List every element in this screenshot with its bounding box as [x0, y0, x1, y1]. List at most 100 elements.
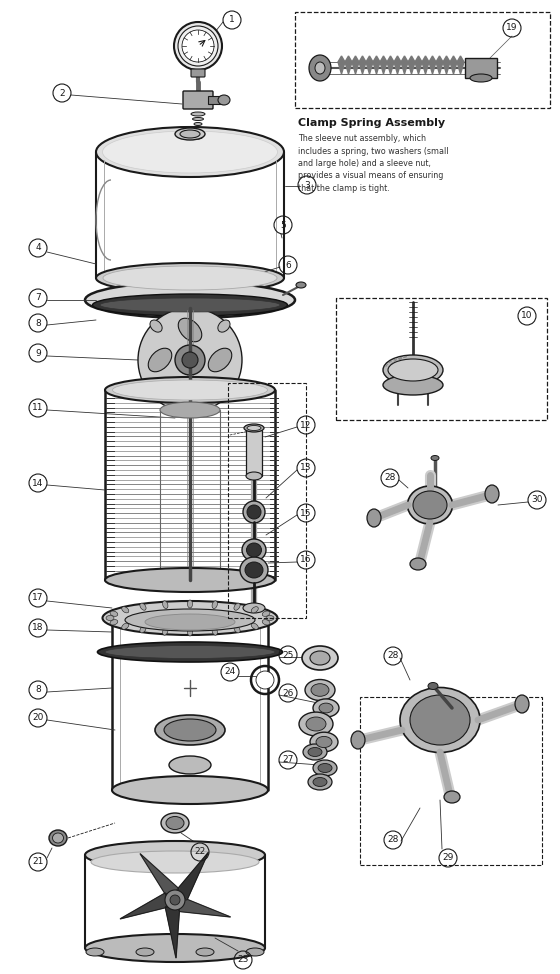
- Text: 15: 15: [300, 508, 312, 517]
- Ellipse shape: [246, 543, 262, 557]
- Ellipse shape: [113, 380, 268, 400]
- Text: 8: 8: [35, 686, 41, 694]
- Text: 29: 29: [442, 853, 454, 863]
- Ellipse shape: [188, 600, 193, 608]
- Ellipse shape: [85, 934, 265, 962]
- Text: 2: 2: [59, 89, 65, 97]
- Ellipse shape: [155, 715, 225, 745]
- Ellipse shape: [112, 776, 268, 804]
- Ellipse shape: [92, 294, 287, 316]
- Ellipse shape: [85, 841, 265, 869]
- Text: 9: 9: [35, 349, 41, 357]
- Ellipse shape: [122, 623, 129, 629]
- Ellipse shape: [244, 424, 264, 432]
- Text: 16: 16: [300, 555, 312, 565]
- Ellipse shape: [103, 266, 277, 290]
- Text: 7: 7: [35, 293, 41, 303]
- Polygon shape: [443, 56, 450, 74]
- Ellipse shape: [309, 55, 331, 81]
- Ellipse shape: [218, 388, 230, 400]
- Ellipse shape: [102, 131, 278, 173]
- Polygon shape: [450, 56, 457, 74]
- Polygon shape: [165, 900, 180, 958]
- Polygon shape: [366, 56, 373, 74]
- Polygon shape: [352, 56, 359, 74]
- Ellipse shape: [148, 349, 172, 372]
- Polygon shape: [387, 56, 394, 74]
- Text: 11: 11: [32, 403, 44, 413]
- Polygon shape: [345, 56, 352, 74]
- Ellipse shape: [212, 627, 217, 635]
- Text: 30: 30: [531, 496, 543, 505]
- Bar: [246, 430, 262, 476]
- Polygon shape: [457, 56, 464, 74]
- Polygon shape: [408, 56, 415, 74]
- Ellipse shape: [105, 646, 275, 658]
- Ellipse shape: [53, 833, 63, 843]
- Ellipse shape: [319, 703, 333, 713]
- Ellipse shape: [242, 539, 266, 561]
- Ellipse shape: [164, 719, 216, 741]
- Ellipse shape: [470, 74, 492, 82]
- Ellipse shape: [49, 830, 67, 846]
- Ellipse shape: [193, 133, 203, 139]
- Ellipse shape: [218, 95, 230, 105]
- Ellipse shape: [431, 456, 439, 461]
- Polygon shape: [338, 56, 345, 74]
- Ellipse shape: [256, 671, 274, 689]
- Polygon shape: [436, 56, 443, 74]
- Ellipse shape: [161, 813, 189, 833]
- Ellipse shape: [96, 127, 284, 177]
- Ellipse shape: [100, 298, 280, 312]
- Ellipse shape: [305, 680, 335, 700]
- Text: 8: 8: [35, 318, 41, 327]
- Ellipse shape: [125, 609, 255, 631]
- Ellipse shape: [247, 426, 261, 431]
- Ellipse shape: [310, 732, 338, 752]
- Text: 25: 25: [282, 651, 293, 659]
- Ellipse shape: [96, 263, 284, 293]
- Ellipse shape: [245, 562, 263, 578]
- Ellipse shape: [178, 318, 202, 342]
- Polygon shape: [140, 853, 179, 900]
- Ellipse shape: [444, 791, 460, 803]
- Bar: [228, 383, 306, 618]
- Ellipse shape: [105, 377, 275, 403]
- Ellipse shape: [234, 603, 240, 611]
- Ellipse shape: [243, 501, 265, 523]
- Polygon shape: [401, 56, 408, 74]
- Ellipse shape: [302, 646, 338, 670]
- Ellipse shape: [296, 282, 306, 288]
- Text: 12: 12: [300, 421, 312, 430]
- Polygon shape: [380, 56, 387, 74]
- Circle shape: [182, 30, 214, 62]
- Text: 17: 17: [32, 593, 44, 603]
- Text: 3: 3: [304, 180, 310, 190]
- Ellipse shape: [191, 112, 205, 116]
- Text: 6: 6: [285, 260, 291, 270]
- Ellipse shape: [140, 625, 146, 633]
- Ellipse shape: [299, 712, 333, 736]
- Ellipse shape: [110, 611, 118, 617]
- Circle shape: [170, 895, 180, 905]
- Polygon shape: [175, 897, 231, 917]
- Ellipse shape: [246, 472, 262, 480]
- Circle shape: [174, 22, 222, 70]
- Text: 20: 20: [32, 714, 44, 723]
- Text: 28: 28: [388, 652, 399, 660]
- Ellipse shape: [310, 651, 330, 665]
- Text: 13: 13: [300, 464, 312, 472]
- Ellipse shape: [150, 320, 162, 332]
- Polygon shape: [120, 893, 175, 918]
- Ellipse shape: [308, 747, 322, 757]
- Ellipse shape: [240, 557, 268, 583]
- Text: 22: 22: [194, 847, 206, 856]
- Text: 5: 5: [280, 220, 286, 230]
- Ellipse shape: [85, 282, 295, 318]
- Polygon shape: [175, 852, 208, 900]
- Ellipse shape: [188, 628, 193, 636]
- Text: 21: 21: [32, 857, 44, 867]
- Bar: [295, 12, 550, 108]
- Ellipse shape: [247, 505, 261, 519]
- Ellipse shape: [160, 402, 220, 418]
